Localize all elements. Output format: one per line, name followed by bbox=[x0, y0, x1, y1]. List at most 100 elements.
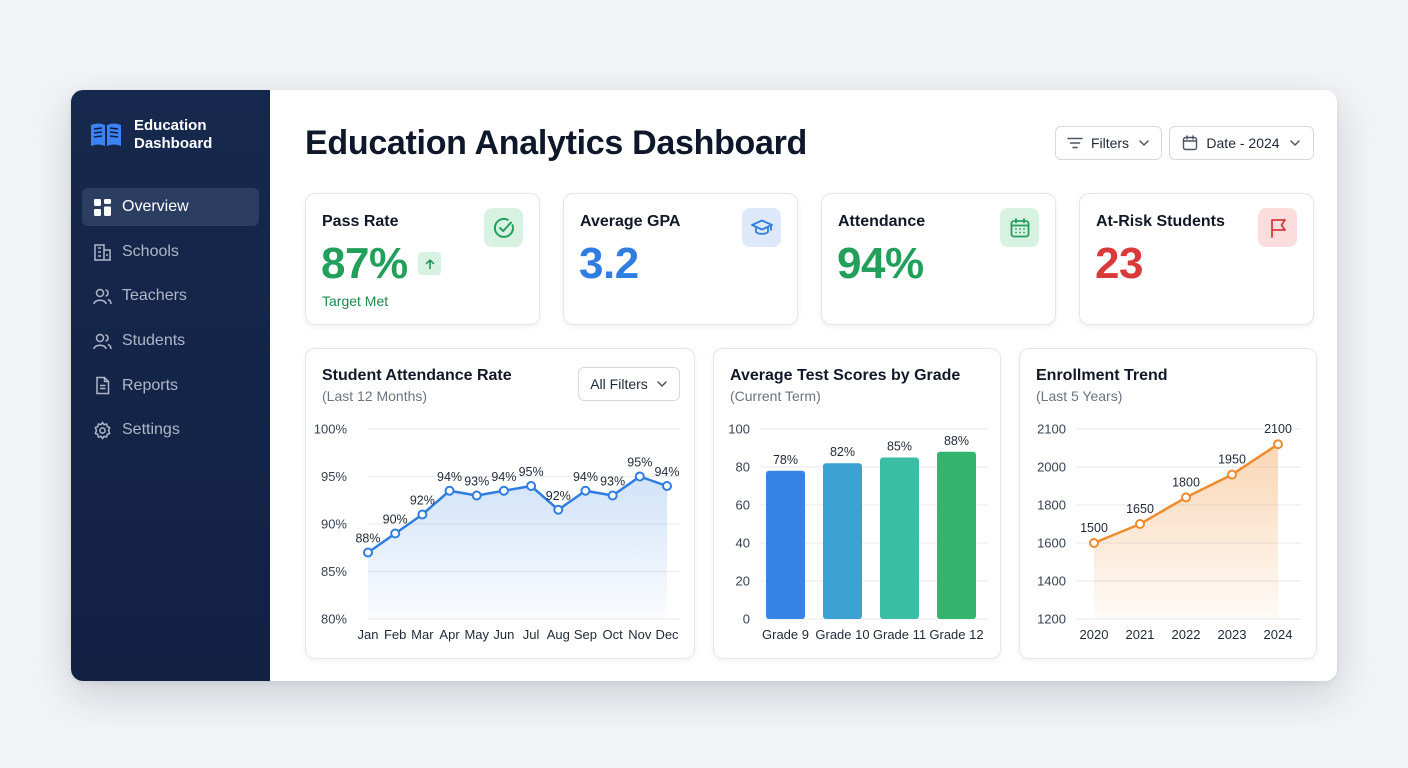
kpi-value: 87% bbox=[321, 239, 408, 288]
bar bbox=[823, 463, 862, 619]
attendance-line-chart: 100% 95% 90% 85% 80% 88% Jan 90% Feb 92% Mar 94% Apr… bbox=[314, 422, 680, 642]
graduation-cap-icon bbox=[742, 208, 781, 247]
sidebar-item-students[interactable]: Students bbox=[82, 322, 259, 360]
data-label: 93% bbox=[600, 475, 625, 489]
x-tick-label: Oct bbox=[603, 627, 624, 642]
kpi-value: 3.2 bbox=[579, 239, 639, 288]
y-tick-label: 1200 bbox=[1037, 612, 1066, 627]
x-tick-label: May bbox=[464, 627, 489, 642]
data-label: 1500 bbox=[1080, 521, 1108, 535]
x-tick-label: Nov bbox=[628, 627, 652, 642]
x-tick-label: 2023 bbox=[1218, 627, 1247, 642]
users-icon bbox=[93, 333, 112, 349]
x-tick-label: Grade 9 bbox=[762, 627, 809, 642]
attendance-chart-panel: 100% 95% 90% 85% 80% 88% Jan 90% Feb 92% Mar 94% Apr… bbox=[305, 348, 695, 659]
data-point bbox=[1273, 439, 1283, 450]
check-circle-icon bbox=[484, 208, 523, 247]
chevron-down-icon bbox=[657, 381, 667, 388]
all-filters-label: All Filters bbox=[590, 376, 648, 392]
all-filters-dropdown[interactable]: All Filters bbox=[578, 367, 680, 401]
users-icon bbox=[93, 288, 112, 305]
y-tick-label: 100 bbox=[728, 422, 750, 437]
sidebar-item-label: Schools bbox=[122, 242, 179, 260]
kpi-status: Target Met bbox=[322, 293, 389, 309]
grid-icon bbox=[94, 198, 111, 216]
sidebar-item-overview[interactable]: Overview bbox=[82, 188, 259, 226]
x-tick-label: 2024 bbox=[1264, 627, 1293, 642]
data-point bbox=[634, 471, 645, 482]
chart-title: Average Test Scores by Grade bbox=[730, 367, 961, 384]
data-label: 92% bbox=[546, 489, 571, 503]
chart-title: Enrollment Trend bbox=[1036, 367, 1168, 384]
data-point bbox=[471, 490, 482, 501]
x-tick-label: Grade 12 bbox=[929, 627, 983, 642]
filters-button[interactable]: Filters bbox=[1055, 126, 1162, 160]
data-label: 94% bbox=[573, 470, 598, 484]
sidebar-item-schools[interactable]: Schools bbox=[82, 233, 259, 271]
y-tick-label: 20 bbox=[736, 574, 750, 589]
data-label: 82% bbox=[830, 445, 855, 459]
data-point bbox=[1227, 469, 1237, 480]
x-tick-label: 2022 bbox=[1172, 627, 1201, 642]
calendar-icon bbox=[1000, 208, 1039, 247]
x-tick-label: 2020 bbox=[1080, 627, 1109, 642]
kpi-card-at-risk-students[interactable]: At-Risk Students 23 bbox=[1079, 193, 1314, 325]
data-label: 1800 bbox=[1172, 475, 1200, 489]
sidebar-item-reports[interactable]: Reports bbox=[82, 367, 259, 405]
document-icon bbox=[96, 377, 110, 395]
date-range-button[interactable]: Date - 2024 bbox=[1169, 126, 1314, 160]
x-tick-label: Jan bbox=[358, 627, 379, 642]
chevron-down-icon bbox=[1139, 140, 1149, 147]
sidebar-nav: Overview Schools Teachers bbox=[82, 188, 259, 456]
sidebar-item-teachers[interactable]: Teachers bbox=[82, 277, 259, 315]
x-tick-label: Mar bbox=[411, 627, 434, 642]
page-title: Education Analytics Dashboard bbox=[305, 124, 808, 162]
data-label: 94% bbox=[491, 470, 516, 484]
data-label: 94% bbox=[437, 470, 462, 484]
x-tick-label: Grade 10 bbox=[815, 627, 869, 642]
sidebar-item-label: Students bbox=[122, 332, 186, 350]
data-label: 93% bbox=[464, 475, 489, 489]
gear-icon bbox=[94, 421, 111, 440]
sidebar-item-settings[interactable]: Settings bbox=[82, 411, 259, 449]
arrow-up-icon bbox=[418, 252, 441, 275]
kpi-value: 23 bbox=[1095, 239, 1143, 288]
y-tick-label: 60 bbox=[736, 498, 750, 513]
y-tick-label: 90% bbox=[321, 517, 347, 532]
data-label: 88% bbox=[944, 434, 969, 448]
data-point bbox=[498, 485, 509, 496]
sidebar-item-label: Reports bbox=[122, 376, 179, 394]
sidebar-item-label: Overview bbox=[122, 198, 189, 215]
x-tick-label: Apr bbox=[439, 627, 460, 642]
data-label: 1650 bbox=[1126, 502, 1154, 516]
x-tick-label: Jul bbox=[523, 627, 540, 642]
x-tick-label: Aug bbox=[547, 627, 570, 642]
data-point bbox=[662, 481, 672, 491]
y-tick-label: 100% bbox=[314, 422, 348, 437]
y-tick-label: 80 bbox=[736, 460, 750, 475]
kpi-label: Pass Rate bbox=[322, 213, 399, 230]
data-label: 95% bbox=[627, 456, 652, 470]
data-point bbox=[607, 490, 618, 501]
filters-label: Filters bbox=[1090, 135, 1130, 151]
filter-lines-icon bbox=[1067, 137, 1083, 149]
y-tick-label: 85% bbox=[321, 564, 347, 579]
y-tick-label: 80% bbox=[321, 612, 347, 627]
date-label: Date - 2024 bbox=[1206, 135, 1280, 151]
building-icon bbox=[94, 244, 111, 261]
x-tick-label: 2021 bbox=[1126, 627, 1155, 642]
data-point bbox=[1135, 519, 1145, 529]
brand-name: Education Dashboard bbox=[134, 117, 213, 152]
data-label: 88% bbox=[355, 532, 380, 546]
kpi-card-attendance[interactable]: Attendance 94% bbox=[821, 193, 1056, 325]
sidebar-item-label: Settings bbox=[122, 421, 180, 439]
kpi-card-average-gpa[interactable]: Average GPA 3.2 bbox=[563, 193, 798, 325]
y-tick-label: 95% bbox=[321, 469, 347, 484]
x-tick-label: Sep bbox=[574, 627, 597, 642]
enrollment-area-chart: 2100 2000 1800 1600 1400 1200 1500 2020 1650 2021… bbox=[1037, 422, 1302, 642]
area-fill bbox=[368, 476, 667, 619]
kpi-card-pass-rate[interactable]: Pass Rate 87% Target Met bbox=[305, 193, 540, 325]
open-book-icon bbox=[91, 123, 121, 146]
brand[interactable]: Education Dashboard bbox=[89, 117, 234, 153]
flag-icon bbox=[1258, 208, 1297, 247]
